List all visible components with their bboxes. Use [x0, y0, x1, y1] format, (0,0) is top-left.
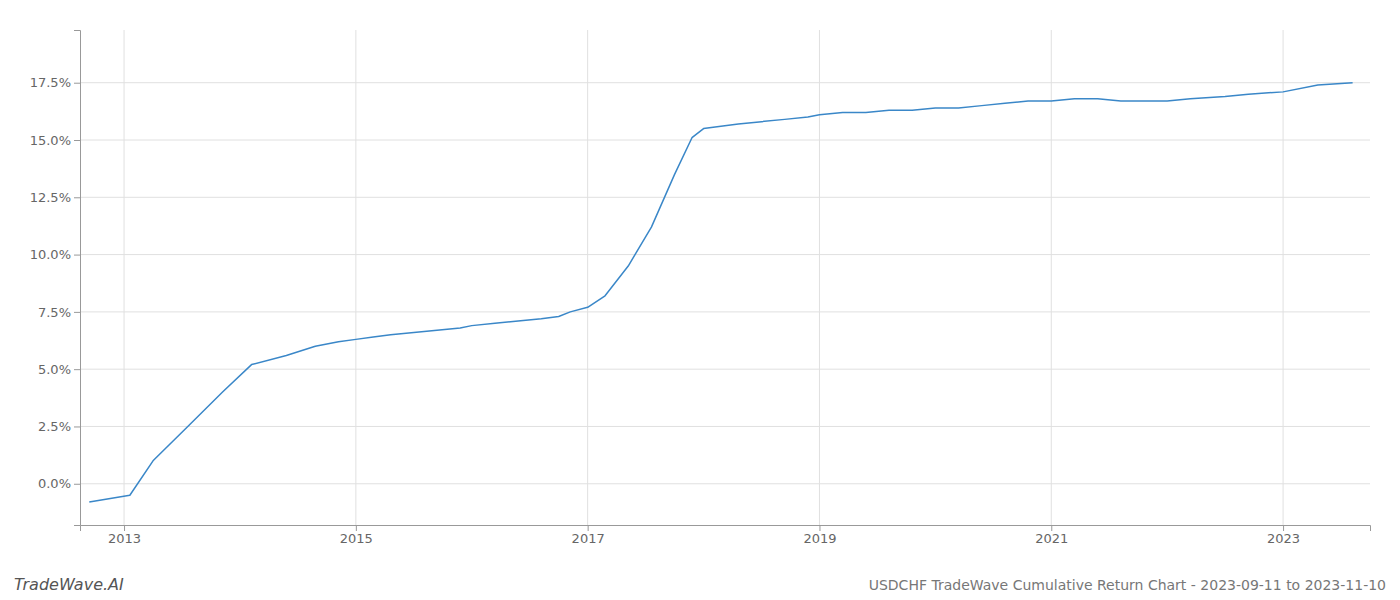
y-tick: 10.0%: [30, 247, 80, 262]
y-tick-mark: [74, 140, 80, 141]
grid-line-y: [80, 369, 1370, 370]
x-tick: 2021: [1035, 525, 1068, 546]
y-tick-mark: [74, 484, 80, 485]
y-tick-label: 5.0%: [38, 362, 71, 377]
grid-line-x: [1283, 30, 1284, 525]
x-tick-mark: [1051, 525, 1052, 531]
y-axis-line: [74, 31, 81, 526]
y-tick-mark: [74, 255, 80, 256]
y-tick: 12.5%: [30, 190, 80, 205]
y-tick-label: 10.0%: [30, 247, 71, 262]
y-tick-label: 7.5%: [38, 305, 71, 320]
x-axis-line: [81, 526, 1371, 532]
y-tick: 15.0%: [30, 133, 80, 148]
grid-line-x: [355, 30, 356, 525]
x-tick-mark: [819, 525, 820, 531]
y-tick-mark: [74, 83, 80, 84]
grid-line-y: [80, 82, 1370, 83]
x-tick-label: 2017: [572, 531, 605, 546]
y-tick-mark: [74, 312, 80, 313]
x-tick-label: 2021: [1035, 531, 1068, 546]
grid: [80, 30, 1370, 525]
grid-line-y: [80, 140, 1370, 141]
y-tick-label: 12.5%: [30, 190, 71, 205]
y-tick: 5.0%: [38, 362, 80, 377]
y-tick-mark: [74, 369, 80, 370]
grid-line-y: [80, 197, 1370, 198]
grid-line-x: [124, 30, 125, 525]
grid-line-y: [80, 426, 1370, 427]
line: [89, 83, 1352, 502]
y-tick-label: 2.5%: [38, 419, 71, 434]
y-tick-mark: [74, 197, 80, 198]
x-tick: 2019: [803, 525, 836, 546]
y-tick: 2.5%: [38, 419, 80, 434]
y-tick-label: 17.5%: [30, 75, 71, 90]
grid-line-x: [587, 30, 588, 525]
chart: 2013 2015 2017 2019 2021 2023 0.0% 2.5% 5.0% 7.5%…: [0, 0, 1400, 600]
x-axis: 2013 2015 2017 2019 2021 2023: [81, 525, 1371, 546]
y-tick: 0.0%: [38, 476, 80, 491]
x-tick: 2017: [572, 525, 605, 546]
grid-line-x: [1051, 30, 1052, 525]
y-tick: 17.5%: [30, 75, 80, 90]
x-tick-mark: [124, 525, 125, 531]
grid-line-x: [819, 30, 820, 525]
title: USDCHF TradeWave Cumulative Return Chart…: [869, 577, 1386, 593]
x-tick-mark: [588, 525, 589, 531]
x-tick-label: 2023: [1267, 531, 1300, 546]
y-tick: 7.5%: [38, 305, 80, 320]
y-tick-label: 15.0%: [30, 133, 71, 148]
x-tick: 2013: [108, 525, 141, 546]
y-tick-mark: [74, 426, 80, 427]
watermark: TradeWave.AI: [14, 575, 124, 594]
x-tick-label: 2013: [108, 531, 141, 546]
x-tick-label: 2019: [803, 531, 836, 546]
plot-area: [89, 83, 1352, 502]
x-tick-mark: [1283, 525, 1284, 531]
x-tick: 2015: [340, 525, 373, 546]
x-tick: 2023: [1267, 525, 1300, 546]
x-tick-label: 2015: [340, 531, 373, 546]
y-tick-label: 0.0%: [38, 476, 71, 491]
grid-line-y: [80, 483, 1370, 484]
grid-line-y: [80, 254, 1370, 255]
x-tick-mark: [356, 525, 357, 531]
y-axis: 0.0% 2.5% 5.0% 7.5% 10.0% 12.5% 15.0% 17.5%: [30, 31, 81, 526]
grid-line-y: [80, 311, 1370, 312]
